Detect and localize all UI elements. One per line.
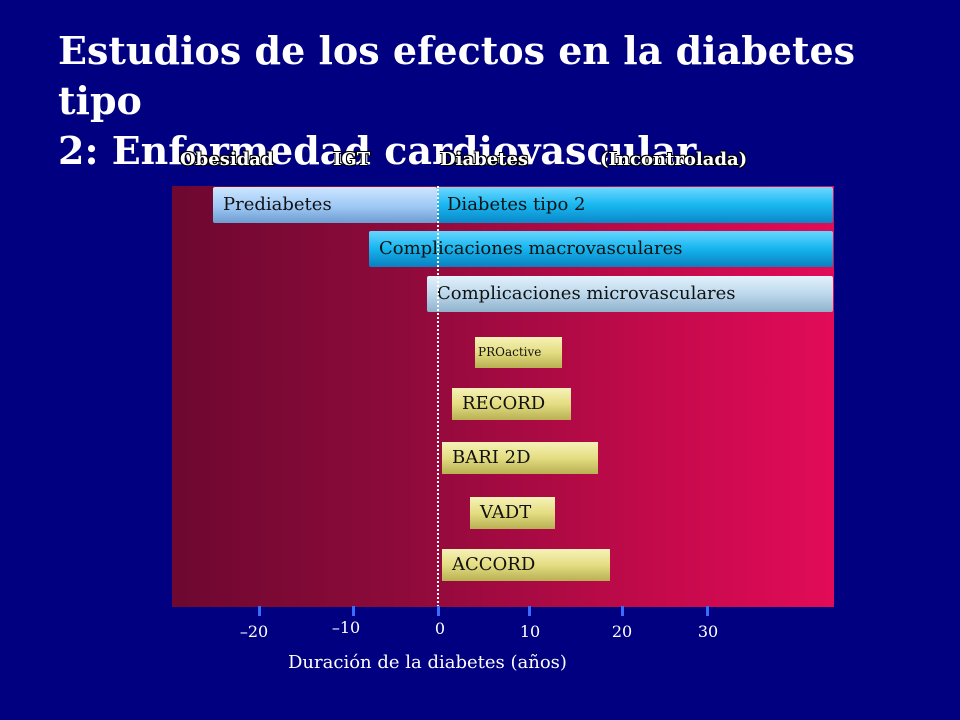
zero-line — [437, 186, 439, 607]
trial-vadt: VADT — [470, 497, 555, 529]
axis-tick-label: 0 — [434, 619, 446, 638]
x-axis-label: Duración de la diabetes (años) — [288, 652, 567, 673]
axis-tick — [258, 606, 261, 616]
trial-record: RECORD — [452, 388, 571, 420]
axis-tick — [621, 606, 624, 616]
axis-tick — [437, 606, 440, 616]
axis-tick-label: –20 — [239, 622, 269, 641]
slide-title: Estudios de los efectos en la diabetes t… — [58, 26, 938, 176]
trial-accord: ACCORD — [442, 549, 610, 581]
axis-tick — [352, 606, 355, 616]
axis-tick — [706, 606, 709, 616]
trial-proactive: PROactive — [475, 337, 562, 368]
stage-igt: IGT — [333, 149, 371, 170]
axis-tick-label: 30 — [697, 622, 719, 641]
axis-tick — [528, 606, 531, 616]
title-line-1: Estudios de los efectos en la diabetes t… — [58, 28, 856, 123]
title-line-2: 2: Enfermedad cardiovascular — [58, 128, 697, 173]
stage-diabetes: Diabetes — [440, 149, 529, 170]
axis-tick-label: 20 — [611, 622, 633, 641]
macrovascular-bar: Complicaciones macrovasculares — [369, 231, 833, 267]
trial-bari-2d: BARI 2D — [442, 442, 598, 474]
axis-tick-label: –10 — [331, 618, 361, 637]
microvascular-bar: Complicaciones microvasculares — [427, 276, 833, 312]
stage-obesity: Obesidad — [180, 149, 274, 170]
stage-uncontrolled: (Incontrolada) — [600, 149, 748, 170]
prediabetes-bar: Prediabetes — [213, 187, 437, 223]
type2-diabetes-bar: Diabetes tipo 2 — [437, 187, 833, 223]
axis-tick-label: 10 — [519, 622, 541, 641]
